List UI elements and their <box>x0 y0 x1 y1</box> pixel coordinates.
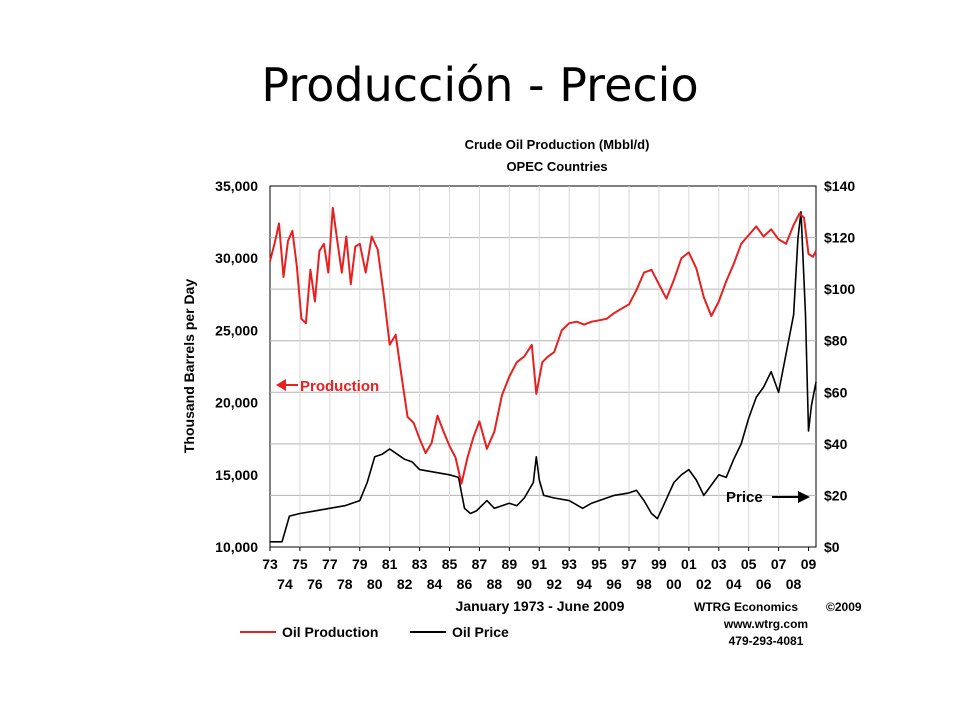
y2-tick-label: $40 <box>824 436 848 452</box>
y-tick-labels-right: $0 $20 $40 $60 $80 $100 $120 $140 <box>824 178 855 555</box>
x-tick-label: 92 <box>546 576 562 592</box>
y2-tick-label: $100 <box>824 281 855 297</box>
x-tick-label: 74 <box>277 576 293 592</box>
x-tick-label: 82 <box>397 576 413 592</box>
credits: WTRG Economics ©2009 www.wtrg.com 479-29… <box>694 600 862 648</box>
x-tick-label: 09 <box>801 556 817 572</box>
y-tick-labels-left: 10,000 15,000 20,000 25,000 30,000 35,000 <box>215 178 258 555</box>
credit-company: WTRG Economics <box>694 600 798 614</box>
legend-label-production: Oil Production <box>282 624 378 640</box>
series-line-oil-price <box>270 211 817 543</box>
price-arrow-icon <box>798 491 810 503</box>
y2-tick-label: $0 <box>824 539 840 555</box>
x-tick-label: 05 <box>741 556 757 572</box>
y2-tick-label: $80 <box>824 333 848 349</box>
x-tick-label: 94 <box>576 576 592 592</box>
x-tick-label: 98 <box>636 576 652 592</box>
x-tick-label: 73 <box>262 556 278 572</box>
y-tick-label: 20,000 <box>215 395 258 411</box>
credit-phone: 479-293-4081 <box>729 634 804 648</box>
x-tick-label: 80 <box>367 576 383 592</box>
price-annotation: Price <box>726 489 810 506</box>
x-tick-label: 75 <box>292 556 308 572</box>
x-tick-label: 07 <box>771 556 787 572</box>
x-tick-label: 97 <box>621 556 637 572</box>
x-tick-label: 76 <box>307 576 323 592</box>
x-tick-label: 02 <box>696 576 712 592</box>
x-tick-label: 00 <box>666 576 682 592</box>
gridlines <box>270 186 816 547</box>
x-tick-label: 88 <box>487 576 503 592</box>
x-tick-label: 83 <box>412 556 428 572</box>
x-tick-labels-lower: 74 76 78 80 82 84 86 88 90 92 94 96 98 00 02 04 06 08 <box>277 576 801 592</box>
x-tick-label: 04 <box>726 576 742 592</box>
x-tick-label: 91 <box>531 556 547 572</box>
x-axis-label: January 1973 - June 2009 <box>456 598 625 614</box>
y2-tick-label: $20 <box>824 487 848 503</box>
legend-label-price: Oil Price <box>452 624 509 640</box>
x-tick-labels-upper: 73 75 77 79 81 83 85 87 89 91 93 95 97 99 01 03 05 07 09 <box>262 547 817 572</box>
y2-tick-label: $140 <box>824 178 855 194</box>
x-tick-label: 96 <box>606 576 622 592</box>
credit-website: www.wtrg.com <box>723 617 808 631</box>
series-line-oil-production <box>269 206 817 485</box>
price-annotation-label: Price <box>726 489 763 506</box>
slide-title: Producción - Precio <box>261 58 699 112</box>
x-tick-label: 01 <box>681 556 697 572</box>
y-tick-label: 35,000 <box>215 178 258 194</box>
x-tick-label: 77 <box>322 556 338 572</box>
x-tick-label: 90 <box>517 576 533 592</box>
x-tick-label: 93 <box>561 556 577 572</box>
y-tick-label: 30,000 <box>215 250 258 266</box>
production-annotation: Production <box>276 378 379 395</box>
x-tick-label: 95 <box>591 556 607 572</box>
x-tick-label: 99 <box>651 556 667 572</box>
y-axis-label: Thousand Barrels per Day <box>181 279 197 453</box>
x-tick-label: 89 <box>502 556 518 572</box>
production-annotation-label: Production <box>300 378 379 395</box>
y-tick-label: 25,000 <box>215 322 258 338</box>
y2-tick-label: $120 <box>824 230 855 246</box>
x-tick-label: 78 <box>337 576 353 592</box>
x-tick-label: 81 <box>382 556 398 572</box>
series-layer <box>269 206 817 543</box>
chart-title: Crude Oil Production (Mbbl/d) <box>465 137 650 152</box>
x-tick-label: 03 <box>711 556 727 572</box>
x-tick-label: 87 <box>472 556 488 572</box>
production-arrow-icon <box>276 379 286 391</box>
x-tick-label: 79 <box>352 556 368 572</box>
y-tick-label: 10,000 <box>215 539 258 555</box>
legend: Oil Production Oil Price <box>240 624 509 640</box>
credit-copyright: ©2009 <box>826 600 862 614</box>
x-tick-label: 86 <box>457 576 473 592</box>
y-tick-label: 15,000 <box>215 467 258 483</box>
x-tick-label: 84 <box>427 576 443 592</box>
x-tick-label: 08 <box>786 576 802 592</box>
x-tick-label: 85 <box>442 556 458 572</box>
x-tick-label: 06 <box>756 576 772 592</box>
chart-subtitle: OPEC Countries <box>506 159 607 174</box>
y2-tick-label: $60 <box>824 384 848 400</box>
